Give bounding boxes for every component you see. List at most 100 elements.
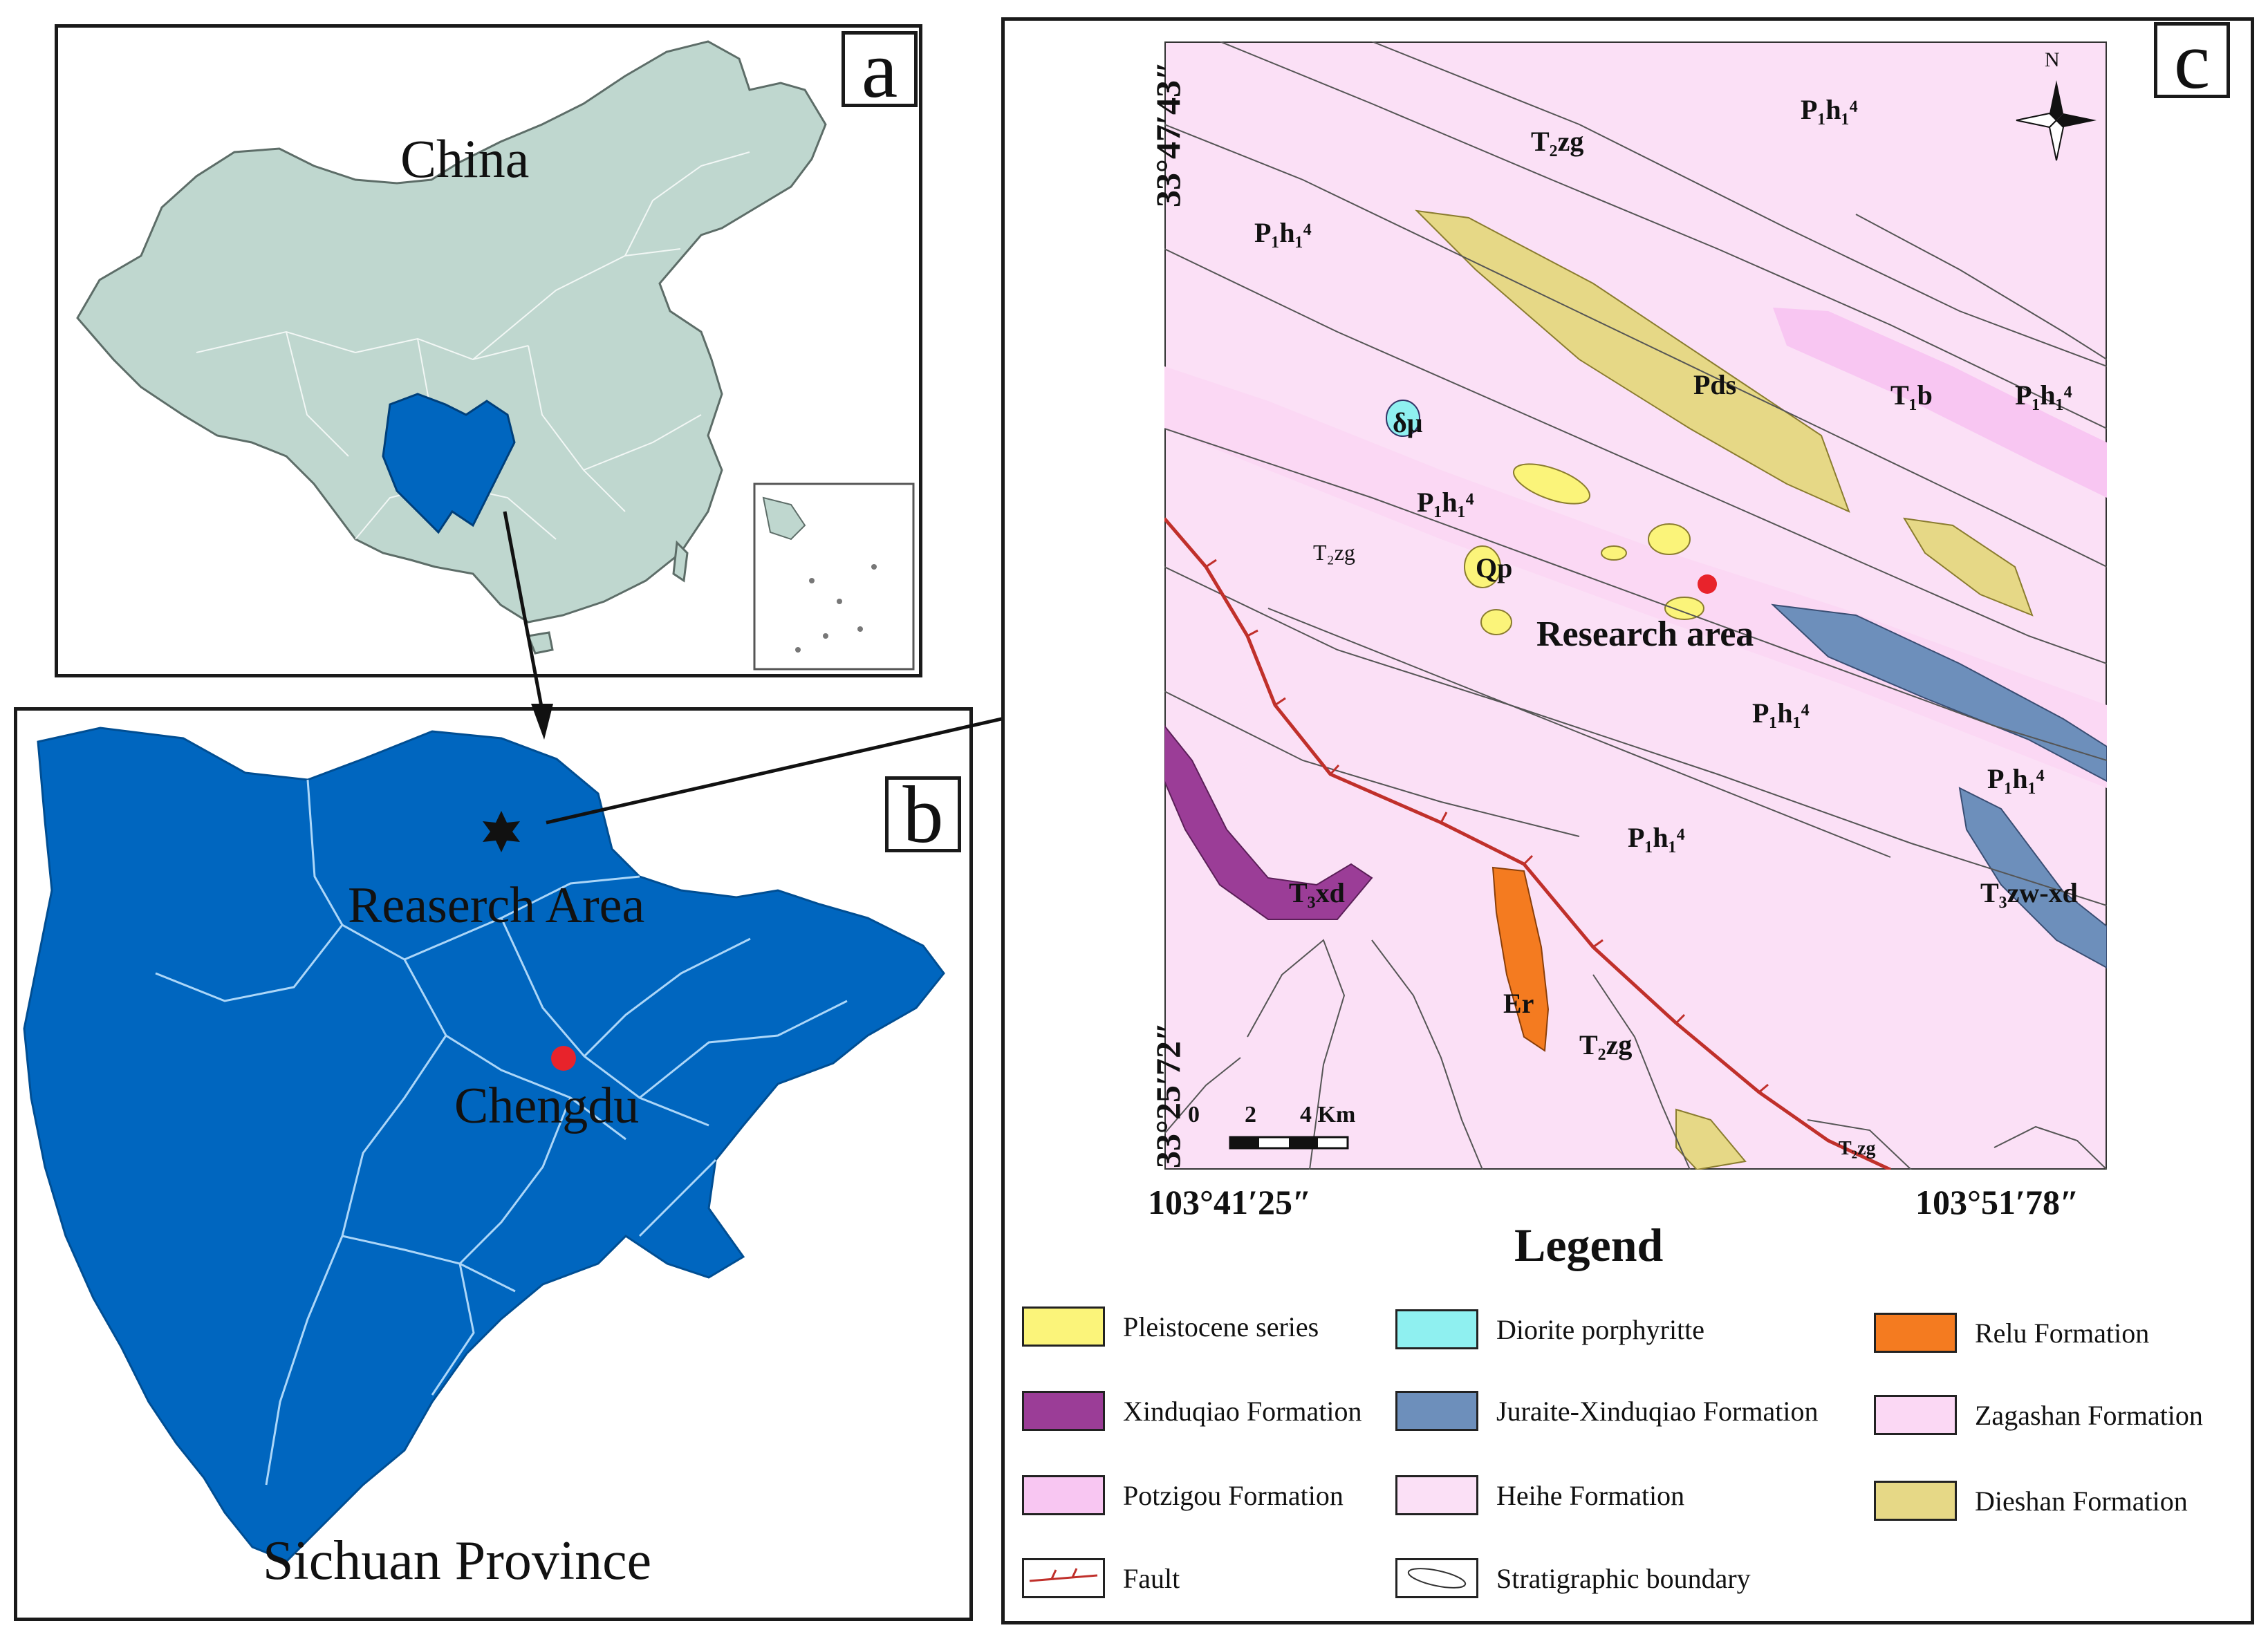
scale-mid-label: 2 [1245, 1102, 1256, 1127]
label-qp: Qp [1476, 552, 1512, 583]
china-map [76, 40, 915, 671]
label-t2zg-bottom: T₂zg [1579, 1029, 1632, 1060]
label-du: δμ [1393, 407, 1423, 438]
legend-label: Dieshan Formation [1975, 1485, 2188, 1517]
diorite-blob [1386, 400, 1420, 437]
legend-label: Juraite-Xinduqiao Formation [1496, 1395, 1819, 1427]
boundary-symbol-icon [1395, 1558, 1478, 1598]
china-outline [76, 40, 827, 624]
swatch-pleistocene [1022, 1306, 1105, 1347]
chengdu-red-dot [551, 1046, 576, 1071]
legend-item-xinduqiao: Xinduqiao Formation [1022, 1387, 1362, 1435]
fault-line [1164, 517, 1892, 1170]
swatch-heihe [1395, 1475, 1478, 1515]
label-p1h1-center: P₁h₁⁴ [1752, 697, 1810, 729]
latitude-top-label: 33°47′43″ [1149, 61, 1187, 207]
province-name-label: Sichuan Province [263, 1530, 652, 1591]
pleistocene-blob-4 [1480, 609, 1512, 635]
label-t3xd: T₃xd [1289, 877, 1345, 908]
swatch-dieshan [1874, 1481, 1957, 1521]
legend-item-relu: Relu Formation [1874, 1309, 2149, 1357]
dieshan-small [1903, 517, 2034, 617]
label-t2zg-bottom-right: T₂zg [1839, 1138, 1876, 1159]
pleistocene-blob-3 [1464, 545, 1501, 588]
label-p1h1-top-right: P₁h₁⁴ [1801, 94, 1858, 125]
label-t2zg-top: T₂zg [1531, 126, 1583, 157]
legend-item-dieshan: Dieshan Formation [1874, 1477, 2188, 1525]
panel-b-sichuan-map: Reaserch Area Chengdu Sichuan Province b [14, 707, 973, 1621]
scale-end-label: 4 Km [1300, 1102, 1356, 1127]
legend-label: Xinduqiao Formation [1123, 1395, 1362, 1427]
pleistocene-blob-6 [1664, 597, 1704, 620]
scale-bar [1229, 1136, 1349, 1150]
swatch-potzigou [1022, 1475, 1105, 1515]
panel-b-label: b [885, 774, 961, 856]
pleistocene-blob-1 [1512, 463, 1591, 505]
north-compass-icon [2016, 80, 2097, 161]
label-p1h1-right-2: P₁h₁⁴ [1987, 763, 2045, 794]
longitude-left-label: 103°41′25″ [1148, 1183, 1312, 1221]
legend-label: Heihe Formation [1496, 1479, 1685, 1511]
geological-map: T₂zg P₁h₁⁴ P₁h₁⁴ Pds T₁b P₁h₁⁴ δμ P₁h₁⁴ … [1164, 41, 2107, 1170]
research-area-label: Reaserch Area [348, 877, 645, 934]
legend-label: Fault [1123, 1562, 1180, 1594]
label-er: Er [1503, 988, 1534, 1019]
pleistocene-blob-2 [1648, 523, 1691, 555]
legend-item-potzigou: Potzigou Formation [1022, 1471, 1344, 1519]
juraite-xinduqiao-band-2 [1958, 787, 2107, 969]
legend-title: Legend [1514, 1219, 1664, 1271]
zagashan-band [1164, 366, 2107, 788]
chengdu-label: Chengdu [454, 1078, 640, 1134]
china-name-label: China [400, 129, 530, 189]
swatch-juraite-xinduqiao [1395, 1391, 1478, 1431]
longitude-right-label: 103°51′78″ [1915, 1183, 2079, 1221]
swatch-relu [1874, 1313, 1957, 1353]
xinduqiao-band [1164, 724, 1373, 920]
sichuan-highlight [382, 393, 516, 534]
legend-label: Pleistocene series [1123, 1311, 1319, 1342]
swatch-diorite [1395, 1309, 1478, 1349]
research-area-star-icon [483, 811, 520, 852]
hainan-island [526, 631, 554, 655]
taiwan-island [672, 540, 689, 583]
legend-item-juraite-xinduqiao: Juraite-Xinduqiao Formation [1395, 1387, 1818, 1435]
stratigraphic-boundaries [1164, 41, 2107, 1170]
legend-item-heihe: Heihe Formation [1395, 1471, 1684, 1519]
fault-symbol-icon [1022, 1558, 1105, 1598]
juraite-xinduqiao-band-1 [1771, 603, 2107, 783]
legend-item-fault: Fault [1022, 1554, 1180, 1602]
sichuan-map [23, 727, 945, 1562]
compass-north-label: N [2045, 48, 2060, 71]
label-t2zg-left: T₂zg [1313, 540, 1355, 565]
panel-c-label: c [2154, 20, 2230, 102]
dieshan-bottom [1675, 1108, 1747, 1170]
legend-label: Diorite porphyritte [1496, 1313, 1705, 1345]
label-p1h1-right: P₁h₁⁴ [2015, 380, 2072, 411]
scale-zero-label: 0 [1188, 1102, 1200, 1127]
label-p1h1-mid: P₁h₁⁴ [1417, 487, 1474, 518]
legend-item-zagashan: Zagashan Formation [1874, 1391, 2203, 1439]
research-area-map-label: Research area [1536, 615, 1754, 654]
sichuan-outline [23, 727, 945, 1562]
label-t1b: T₁b [1890, 380, 1933, 411]
swatch-xinduqiao [1022, 1391, 1105, 1431]
panel-a-china-map: China a [55, 24, 922, 677]
legend-item-stratigraphic-boundary: Stratigraphic boundary [1395, 1554, 1751, 1602]
latitude-bottom-label: 33°25′72″ [1149, 1022, 1187, 1168]
pleistocene-blob-5 [1601, 545, 1627, 561]
potzigou-band [1773, 308, 2107, 498]
label-pds: Pds [1693, 369, 1736, 400]
legend-item-diorite: Diorite porphyritte [1395, 1305, 1704, 1354]
label-p1h1-lower: P₁h₁⁴ [1628, 822, 1685, 853]
panel-a-label: a [842, 29, 918, 111]
legend-label: Zagashan Formation [1975, 1399, 2203, 1431]
legend-label: Relu Formation [1975, 1317, 2150, 1349]
swatch-zagashan [1874, 1395, 1957, 1435]
label-t3zw-xd: T₃zw-xd [1980, 877, 2078, 908]
label-p1h1-left: P₁h₁⁴ [1254, 217, 1312, 248]
legend-label: Stratigraphic boundary [1496, 1562, 1751, 1594]
research-area-dot [1698, 574, 1717, 594]
legend-item-pleistocene: Pleistocene series [1022, 1302, 1319, 1351]
legend-label: Potzigou Formation [1123, 1479, 1344, 1511]
relu-band [1491, 866, 1550, 1052]
